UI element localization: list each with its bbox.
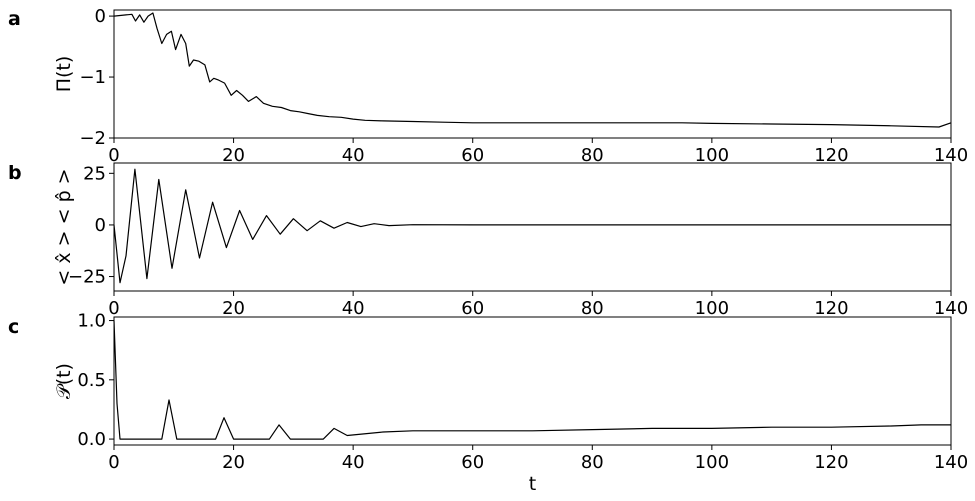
y-tick-label-c-1: 0.5 [77, 370, 106, 391]
series-line-c-0 [113, 320, 951, 440]
y-tick-label-a-0: 0 [95, 6, 106, 27]
series-line-a-0 [113, 12, 952, 128]
y-tick-label-b-1: 0 [95, 215, 106, 236]
panel-label-a: a [8, 8, 21, 30]
x-tick-label-c-7: 140 [934, 452, 968, 473]
y-tick-label-b-0: 25 [83, 163, 106, 184]
panel-label-b: b [8, 162, 22, 184]
x-tick-label-c-5: 100 [695, 452, 729, 473]
x-tick-label-b-2: 40 [342, 298, 365, 319]
axes-frame-a [113, 9, 952, 139]
axes-frame-c [113, 316, 952, 446]
x-tick-label-c-1: 20 [222, 452, 245, 473]
y-axis-label-b: < x̂ > < p̂ > [53, 168, 75, 285]
x-tick-label-c-4: 80 [581, 452, 604, 473]
x-tick-label-b-3: 60 [461, 298, 484, 319]
x-tick-label-a-7: 140 [934, 145, 968, 166]
x-tick-label-b-7: 140 [934, 298, 968, 319]
x-tick-label-a-0: 0 [108, 145, 119, 166]
y-axis-label-c: 𝒫(t) [53, 363, 75, 399]
panel-label-c: c [8, 316, 20, 338]
x-axis-label-c: t [529, 473, 536, 495]
series-line-b-0 [113, 168, 951, 284]
x-tick-label-b-4: 80 [581, 298, 604, 319]
x-tick-label-a-6: 120 [814, 145, 848, 166]
y-tick-label-b-2: −25 [68, 267, 106, 288]
x-tick-label-b-1: 20 [222, 298, 245, 319]
y-tick-label-c-2: 1.0 [77, 311, 106, 332]
y-tick-label-a-2: −2 [79, 128, 106, 149]
y-axis-label-a: Π(t) [53, 56, 75, 93]
y-tick-label-a-1: −1 [79, 67, 106, 88]
x-tick-label-c-2: 40 [342, 452, 365, 473]
x-tick-label-a-1: 20 [222, 145, 245, 166]
x-tick-label-a-5: 100 [695, 145, 729, 166]
x-tick-label-c-3: 60 [461, 452, 484, 473]
x-tick-label-a-4: 80 [581, 145, 604, 166]
x-tick-label-b-0: 0 [108, 298, 119, 319]
x-tick-label-b-5: 100 [695, 298, 729, 319]
axes-frame-b [113, 162, 952, 292]
x-tick-label-a-2: 40 [342, 145, 365, 166]
plot-panel-c: 0 20 40 60 80 100 120 140 0.0 0.5 1.0 𝒫(t) t [53, 311, 968, 495]
x-tick-label-c-6: 120 [814, 452, 848, 473]
x-tick-label-a-3: 60 [461, 145, 484, 166]
x-tick-label-c-0: 0 [108, 452, 119, 473]
x-tick-label-b-6: 120 [814, 298, 848, 319]
plot-panel-a: 0 20 40 60 80 100 120 140 0 −1 −2 Π(t) [53, 6, 968, 166]
y-tick-label-c-0: 0.0 [77, 429, 106, 450]
